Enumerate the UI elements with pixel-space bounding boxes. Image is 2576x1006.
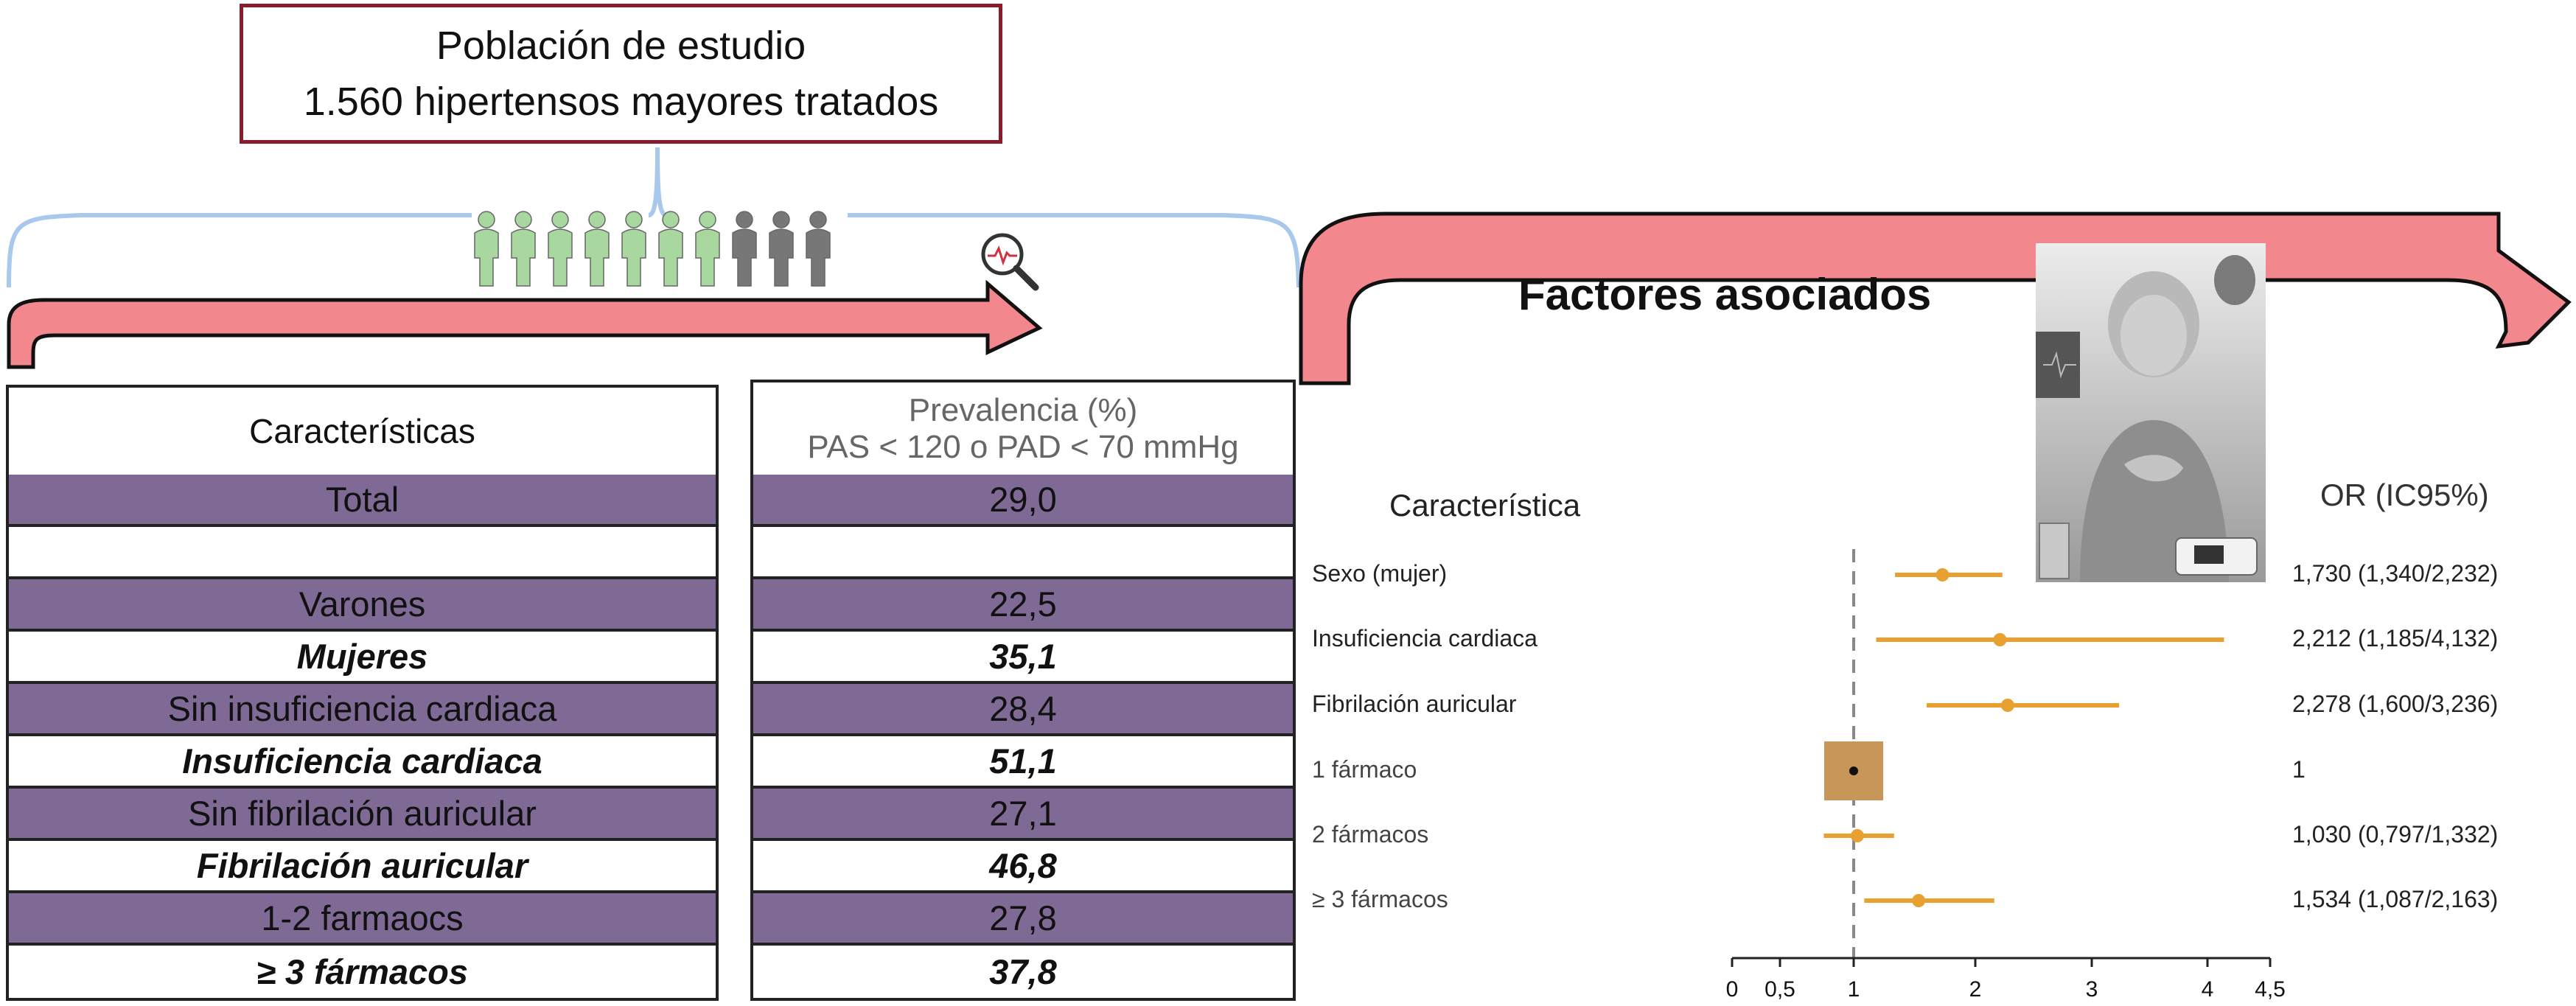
- person-figure: [658, 211, 683, 287]
- point-estimate: [2000, 699, 2014, 712]
- forest-or-value: 1,534 (1,087/2,163): [2292, 886, 2499, 912]
- x-tick-label: 4: [2202, 977, 2214, 1002]
- row-value: 37,8: [989, 952, 1057, 991]
- magnifier-heartbeat-icon: [981, 233, 1039, 291]
- table-row: [9, 527, 716, 579]
- person-figure: [474, 211, 499, 287]
- table-row: 29,0: [753, 475, 1293, 527]
- forest-or-value: 1,030 (0,797/1,332): [2292, 821, 2499, 848]
- row-label: 1-2 farmaocs: [261, 898, 464, 937]
- table-row: Fibrilación auricular: [9, 841, 716, 893]
- forest-or-value: 1: [2292, 756, 2306, 783]
- forest-row-label: Sexo (mujer): [1312, 560, 1448, 587]
- prevalence-header-title: Prevalencia (%): [908, 391, 1138, 428]
- table-row: Mujeres: [9, 632, 716, 684]
- forest-row-label: ≥ 3 fármacos: [1312, 886, 1448, 912]
- x-tick-label: 1: [1848, 977, 1860, 1002]
- person-figure: [695, 211, 720, 287]
- x-tick-label: 0,5: [1765, 977, 1795, 1002]
- characteristics-table: Características Total Varones Mujeres Si…: [6, 385, 719, 1001]
- person-figure: [769, 211, 794, 287]
- x-tick-label: 4,5: [2255, 977, 2286, 1002]
- person-figure: [621, 211, 646, 287]
- point-estimate: [1912, 894, 1926, 907]
- elderly-woman-chest-pain-photo: [2036, 243, 2266, 582]
- table-row: [753, 527, 1293, 579]
- forest-or-value: 1,730 (1,340/2,232): [2292, 560, 2499, 587]
- forest-title: Factores asociados: [1518, 270, 1932, 319]
- prevalence-header: Prevalencia (%) PAS < 120 o PAD < 70 mmH…: [753, 383, 1293, 478]
- forest-or-value: 2,212 (1,185/4,132): [2292, 625, 2499, 652]
- table-row: 1-2 farmaocs: [9, 893, 716, 946]
- table-row: 27,1: [753, 789, 1293, 841]
- row-value: 27,1: [989, 794, 1057, 833]
- row-label: ≥ 3 fármacos: [256, 952, 469, 991]
- table-row: Insuficiencia cardiaca: [9, 736, 716, 789]
- table-arrow: [7, 279, 1043, 369]
- table-row: Sin fibrilación auricular: [9, 789, 716, 841]
- table-row: 37,8: [753, 946, 1293, 998]
- person-figure: [806, 211, 831, 287]
- row-label: Insuficiencia cardiaca: [182, 741, 542, 780]
- point-estimate: [1993, 633, 2007, 646]
- row-value: 27,8: [989, 898, 1057, 937]
- forest-col-characteristic: Característica: [1389, 488, 1581, 523]
- forest-row-label: Insuficiencia cardiaca: [1312, 625, 1537, 652]
- row-label: Mujeres: [296, 637, 428, 676]
- person-figure: [548, 211, 573, 287]
- row-label: Sin fibrilación auricular: [188, 794, 537, 833]
- row-label: Total: [325, 480, 399, 519]
- forest-or-value: 2,278 (1,600/3,236): [2292, 691, 2499, 717]
- prevalence-header-criteria: PAS < 120 o PAD < 70 mmHg: [807, 428, 1239, 465]
- row-value: 46,8: [989, 846, 1057, 885]
- study-population-box: Población de estudio 1.560 hipertensos m…: [240, 4, 1002, 144]
- table-row: Varones: [9, 579, 716, 632]
- x-tick-label: 2: [1969, 977, 1982, 1002]
- study-count: 1.560 hipertensos mayores tratados: [303, 80, 939, 124]
- table-row: ≥ 3 fármacos: [9, 946, 716, 998]
- person-figure: [584, 211, 610, 287]
- forest-row-label: 1 fármaco: [1312, 756, 1417, 783]
- row-label: Fibrilación auricular: [196, 846, 528, 885]
- point-estimate: [1849, 766, 1858, 775]
- person-figure: [511, 211, 536, 287]
- table-row: Sin insuficiencia cardiaca: [9, 684, 716, 736]
- row-value: 51,1: [989, 741, 1057, 780]
- table-row: 22,5: [753, 579, 1293, 632]
- forest-row-label: 2 fármacos: [1312, 821, 1429, 848]
- bracket-peak: [648, 147, 667, 217]
- point-estimate: [1936, 568, 1950, 581]
- characteristics-header-label: Características: [249, 412, 475, 450]
- person-figure: [732, 211, 757, 287]
- x-tick-label: 3: [2086, 977, 2098, 1002]
- row-value: 22,5: [989, 584, 1057, 623]
- population-bracket: [7, 213, 1301, 288]
- people-icon: [474, 211, 831, 287]
- row-label: Sin insuficiencia cardiaca: [167, 689, 557, 728]
- row-value: 35,1: [989, 637, 1057, 676]
- row-value: 28,4: [989, 689, 1057, 728]
- row-label: Varones: [299, 584, 426, 623]
- prevalence-table: Prevalencia (%) PAS < 120 o PAD < 70 mmH…: [750, 380, 1296, 1001]
- forest-col-or: OR (IC95%): [2320, 478, 2489, 512]
- study-title: Población de estudio: [436, 24, 806, 68]
- point-estimate: [1850, 829, 1864, 842]
- row-value: 29,0: [989, 480, 1057, 519]
- table-row: 28,4: [753, 684, 1293, 736]
- table-row: 35,1: [753, 632, 1293, 684]
- x-tick-label: 0: [1726, 977, 1739, 1002]
- forest-row-label: Fibrilación auricular: [1312, 691, 1517, 717]
- table-row: Total: [9, 475, 716, 527]
- table-row: 27,8: [753, 893, 1293, 946]
- table-row: 46,8: [753, 841, 1293, 893]
- table-row: 51,1: [753, 736, 1293, 789]
